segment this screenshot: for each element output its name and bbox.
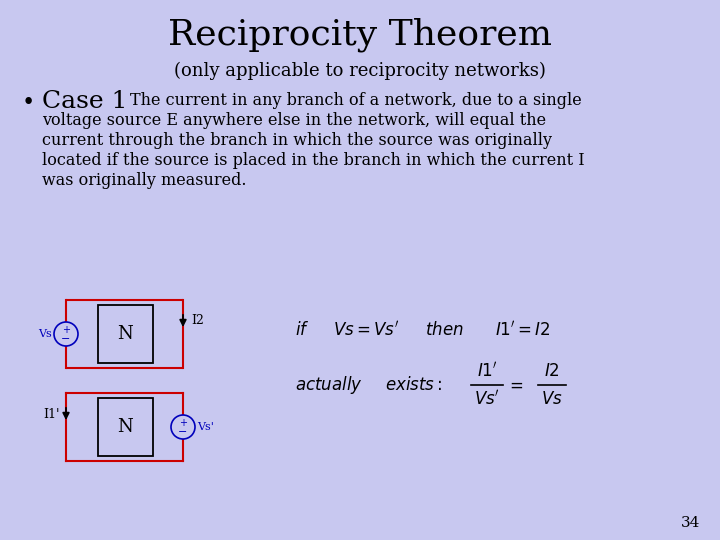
Text: Reciprocity Theorem: Reciprocity Theorem	[168, 18, 552, 52]
Text: Vs: Vs	[38, 329, 52, 339]
Text: The current in any branch of a network, due to a single: The current in any branch of a network, …	[130, 92, 582, 109]
Text: −: −	[179, 427, 188, 437]
Text: $\mathit{actually}$: $\mathit{actually}$	[295, 374, 363, 396]
Text: 34: 34	[680, 516, 700, 530]
Text: I1': I1'	[43, 408, 60, 421]
Text: $I1' = I2$: $I1' = I2$	[495, 321, 551, 340]
Text: +: +	[179, 418, 187, 428]
Text: $\mathit{exists:}$: $\mathit{exists:}$	[385, 376, 443, 394]
Text: N: N	[117, 325, 133, 343]
Text: $I2$: $I2$	[544, 362, 560, 380]
Text: $=$: $=$	[506, 376, 523, 394]
Text: $Vs$: $Vs$	[541, 390, 563, 408]
Text: located if the source is placed in the branch in which the current I: located if the source is placed in the b…	[42, 152, 585, 169]
Text: voltage source E anywhere else in the network, will equal the: voltage source E anywhere else in the ne…	[42, 112, 546, 129]
Text: I2: I2	[191, 314, 204, 327]
Bar	[98, 398, 153, 456]
Text: Case 1: Case 1	[42, 90, 127, 113]
Text: N: N	[117, 418, 133, 436]
Text: •: •	[22, 92, 35, 114]
Text: current through the branch in which the source was originally: current through the branch in which the …	[42, 132, 552, 149]
Text: $\mathit{if}$: $\mathit{if}$	[295, 321, 310, 339]
Text: was originally measured.: was originally measured.	[42, 172, 246, 189]
Text: Vs': Vs'	[197, 422, 214, 432]
Bar	[98, 305, 153, 363]
Text: $\mathit{then}$: $\mathit{then}$	[425, 321, 464, 339]
Text: $Vs'$: $Vs'$	[474, 389, 500, 408]
Text: −: −	[61, 334, 71, 344]
Circle shape	[171, 415, 195, 439]
Text: $I1'$: $I1'$	[477, 361, 498, 381]
Circle shape	[54, 322, 78, 346]
Text: $Vs = Vs'$: $Vs = Vs'$	[333, 321, 400, 340]
Text: +: +	[62, 325, 70, 335]
Text: (only applicable to reciprocity networks): (only applicable to reciprocity networks…	[174, 62, 546, 80]
